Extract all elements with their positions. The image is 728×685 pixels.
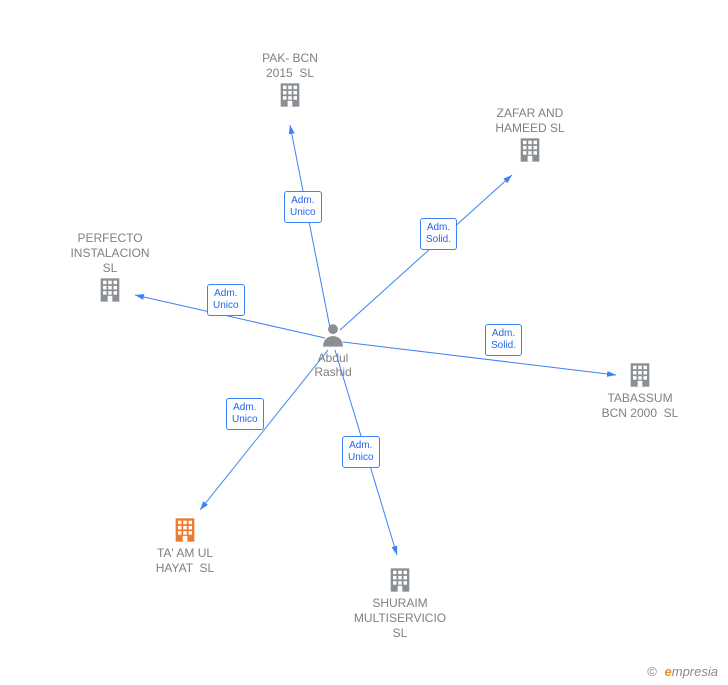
edge-line [340,175,512,330]
building-icon [516,136,544,164]
edge-label: Adm. Unico [342,436,380,468]
company-label: TABASSUM BCN 2000 SL [590,391,690,421]
company-node-taamul-hayat[interactable]: TA' AM UL HAYAT SL [135,516,235,576]
building-icon [171,516,199,544]
building-icon [626,361,654,389]
edge-label: Adm. Unico [284,191,322,223]
company-label: TA' AM UL HAYAT SL [135,546,235,576]
company-node-perfecto[interactable]: PERFECTO INSTALACION SL [60,229,160,304]
footer-branding: © empresia [647,664,718,679]
brand-first-letter: e [665,664,672,679]
company-node-pak-bcn-2015[interactable]: PAK- BCN 2015 SL [240,49,340,109]
building-icon [386,566,414,594]
brand-rest: mpresia [672,664,718,679]
person-label: Abdul Rashid [293,351,373,379]
person-node[interactable]: Abdul Rashid [293,321,373,379]
company-label: SHURAIM MULTISERVICIO SL [350,596,450,641]
company-node-shuraim[interactable]: SHURAIM MULTISERVICIO SL [350,566,450,641]
company-label: PAK- BCN 2015 SL [240,51,340,81]
edge-label: Adm. Unico [207,284,245,316]
edge-label: Adm. Unico [226,398,264,430]
company-node-zafar-hameed[interactable]: ZAFAR AND HAMEED SL [480,104,580,164]
company-label: ZAFAR AND HAMEED SL [480,106,580,136]
company-node-tabassum[interactable]: TABASSUM BCN 2000 SL [590,361,690,421]
building-icon [276,81,304,109]
company-label: PERFECTO INSTALACION SL [60,231,160,276]
person-icon [319,321,347,349]
edge-label: Adm. Solid. [485,324,522,356]
diagram-canvas: Adm. Unico PAK- BCN 2015 SL Adm. Solid. ZA… [0,0,728,685]
building-icon [96,276,124,304]
edge-line [290,125,330,328]
edge-line [343,342,616,375]
edge-label: Adm. Solid. [420,218,457,250]
copyright-symbol: © [647,664,657,679]
